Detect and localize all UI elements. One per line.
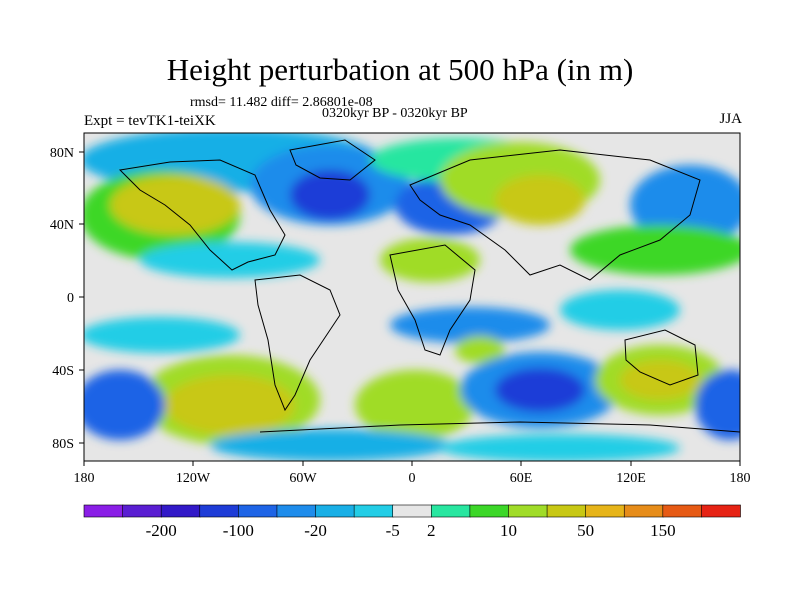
colorbar-label: 150 [650, 521, 676, 540]
x-axis-labels: 180 120W 60W 0 60E 120E 180 [74, 471, 751, 486]
colorbar-label: -5 [386, 521, 400, 540]
colorbar-label: -200 [146, 521, 177, 540]
colorbar [83, 504, 741, 518]
colorbar-swatch [430, 504, 471, 518]
field-patch [440, 434, 680, 461]
season-label: JJA [719, 111, 742, 127]
field-patch [84, 370, 165, 440]
field-patch [140, 242, 320, 278]
coastline-eurasia [409, 149, 701, 281]
x-tick-label: 60E [510, 471, 533, 486]
colorbar-label: 10 [500, 521, 517, 540]
field-patch [110, 175, 240, 235]
coastline-australia [624, 329, 699, 386]
field-patch [630, 165, 740, 245]
y-tick-label: 40N [50, 218, 74, 233]
colorbar-swatch [160, 504, 201, 518]
coastline-africa [389, 244, 476, 356]
colorbar-swatch [701, 504, 741, 518]
y-axis-labels: 80N 40N 0 40S 80S [50, 146, 74, 452]
y-tick-label: 80N [50, 146, 74, 161]
field-patch [570, 225, 740, 275]
colorbar-swatch [199, 504, 240, 518]
colorbar-labels: -200 -100 -20 -5 2 10 50 150 [146, 521, 676, 540]
field-patch [390, 307, 550, 343]
colorbar-label: -20 [304, 521, 327, 540]
colorbar-swatch [353, 504, 394, 518]
colorbar-label: -100 [223, 521, 254, 540]
field-patch [495, 175, 585, 225]
field-patch [695, 370, 740, 440]
period-text: 0320kyr BP - 0320kyr BP [322, 106, 468, 121]
colorbar-swatch [238, 504, 278, 518]
field-patch [290, 170, 370, 220]
field-patch [165, 375, 295, 435]
field-patch [355, 370, 475, 440]
colorbar-swatch [508, 504, 548, 518]
x-tick-label: 180 [730, 471, 751, 486]
colorbar-swatch [392, 504, 433, 518]
colorbar-swatch [83, 504, 124, 518]
colorbar-swatch [469, 504, 510, 518]
y-tick-label: 0 [67, 291, 74, 306]
colorbar-swatch [122, 504, 162, 518]
colorbar-swatch [662, 504, 703, 518]
colorbar-swatch [623, 504, 664, 518]
x-tick-label: 120E [616, 471, 646, 486]
coastline-north-america [118, 159, 286, 271]
x-tick-label: 120W [176, 471, 211, 486]
stats-text: rmsd= 11.482 diff= 2.86801e-08 [190, 95, 373, 110]
colorbar-swatch [585, 504, 626, 518]
coastline-antarctica [259, 421, 740, 433]
field-patch [495, 368, 585, 412]
map-title: Height perturbation at 500 hPa (in m) [166, 52, 634, 87]
field-patch [84, 317, 240, 353]
y-tick-label: 80S [52, 437, 74, 452]
colorbar-label: 2 [427, 521, 436, 540]
field-patch [560, 290, 680, 330]
colorbar-swatch [546, 504, 587, 518]
axis-ticks [79, 151, 741, 466]
x-tick-label: 60W [289, 471, 317, 486]
coastlines [118, 139, 740, 433]
x-tick-label: 0 [409, 471, 416, 486]
field-patch [380, 238, 480, 282]
colorbar-swatch [315, 504, 355, 518]
height-field [84, 133, 740, 461]
experiment-label: Expt = tevTK1-teiXK [84, 113, 216, 129]
y-tick-label: 40S [52, 364, 74, 379]
field-patch [620, 360, 700, 400]
field-patch [455, 336, 505, 364]
coastline-greenland [289, 139, 376, 181]
field-patch [210, 429, 450, 461]
colorbar-swatch [276, 504, 317, 518]
x-tick-label: 180 [74, 471, 95, 486]
colorbar-label: 50 [577, 521, 594, 540]
coastline-south-america [254, 274, 341, 412]
